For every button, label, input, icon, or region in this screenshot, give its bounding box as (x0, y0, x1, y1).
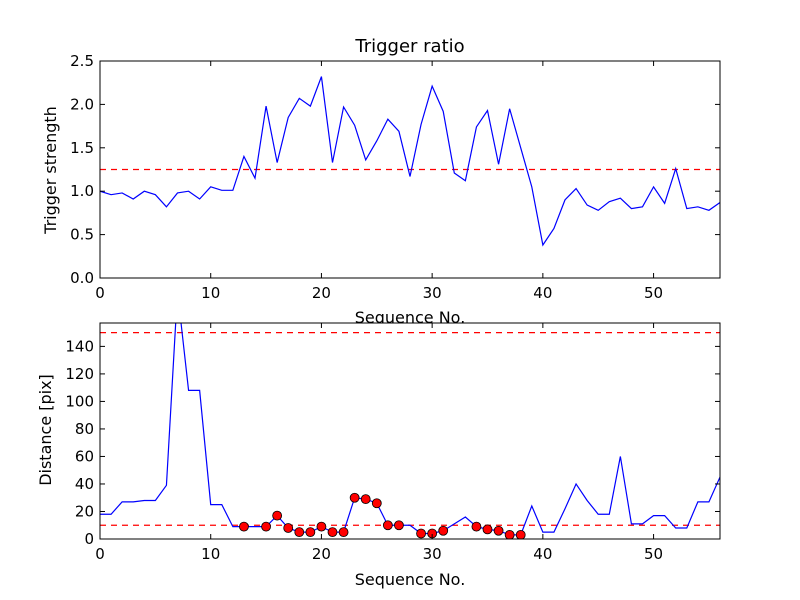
top-x-axis-label: Sequence No. (355, 308, 466, 327)
bottom-x-axis-label: Sequence No. (355, 570, 466, 589)
top-y-tick-label: 0.0 (70, 269, 94, 287)
top-x-tick-label: 0 (95, 284, 105, 302)
bottom-marker-point (382, 520, 393, 531)
top-y-tick-label: 0.5 (70, 226, 94, 244)
bottom-marker-point (438, 525, 449, 536)
bottom-x-ticks: 0 10 20 30 40 50 (95, 323, 663, 563)
top-x-tick-label: 50 (644, 284, 663, 302)
bottom-marker-point (515, 529, 526, 539)
bottom-marker-point (504, 529, 515, 539)
bottom-y-tick-label: 20 (75, 502, 94, 520)
bottom-marker-point (360, 494, 371, 505)
bottom-marker-point (371, 498, 382, 509)
bottom-y-ticks: 0 20 40 60 80 100 120 140 (65, 337, 720, 548)
bottom-x-tick-label: 50 (644, 545, 663, 563)
bottom-y-tick-label: 60 (75, 447, 94, 465)
top-chart: Trigger ratio 0 10 20 30 40 50 0.0 0.5 1.0 1.5 2.… (41, 36, 721, 327)
top-chart-title: Trigger ratio (354, 36, 464, 57)
bottom-y-tick-label: 80 (75, 420, 94, 438)
bottom-marker-point (338, 527, 349, 538)
bottom-y-tick-label: 40 (75, 475, 94, 493)
top-y-axis-label: Trigger strength (41, 106, 60, 235)
top-y-tick-label: 2.0 (70, 95, 94, 113)
top-y-ticks: 0.0 0.5 1.0 1.5 2.0 2.5 (70, 52, 720, 287)
bottom-plot-frame (99, 322, 721, 540)
bottom-y-tick-label: 0 (84, 530, 94, 548)
top-y-tick-label: 1.0 (70, 182, 94, 200)
top-plot-frame (99, 60, 721, 279)
top-series-line (100, 76, 720, 247)
bottom-y-tick-label: 120 (65, 365, 94, 383)
top-y-tick-label: 2.5 (70, 52, 94, 70)
bottom-plot-background (100, 323, 720, 539)
bottom-x-tick-label: 40 (533, 545, 552, 563)
bottom-y-tick-label: 140 (65, 337, 94, 355)
top-series-group (100, 76, 720, 247)
bottom-marker-point (305, 527, 316, 538)
bottom-marker-point (416, 528, 426, 539)
bottom-chart: 0 10 20 30 40 50 0 20 40 60 80 100 120 140 Sequence … (36, 322, 721, 589)
top-x-tick-label: 10 (201, 284, 220, 302)
top-y-tick-label: 1.5 (70, 139, 94, 157)
bottom-marker-point (349, 492, 360, 503)
bottom-y-axis-label: Distance [pix] (36, 374, 55, 486)
bottom-y-tick-label: 100 (65, 392, 94, 410)
top-x-tick-label: 30 (423, 284, 442, 302)
bottom-marker-point (261, 521, 271, 532)
top-x-tick-label: 40 (533, 284, 552, 302)
bottom-x-tick-label: 0 (95, 545, 105, 563)
bottom-marker-point (316, 521, 327, 532)
bottom-marker-point (272, 510, 283, 521)
bottom-x-tick-label: 30 (423, 545, 442, 563)
bottom-marker-point (294, 527, 305, 538)
top-x-tick-label: 20 (312, 284, 331, 302)
bottom-marker-point (394, 520, 404, 531)
bottom-marker-point (471, 521, 482, 532)
bottom-marker-point (482, 524, 493, 535)
bottom-x-tick-label: 10 (201, 545, 220, 563)
bottom-marker-point (239, 521, 249, 532)
bottom-marker-point (327, 527, 338, 538)
bottom-series-line (100, 323, 720, 536)
bottom-x-tick-label: 20 (312, 545, 331, 563)
top-x-ticks: 0 10 20 30 40 50 (95, 61, 663, 302)
bottom-marker-point (283, 523, 294, 533)
bottom-marker-point (493, 525, 504, 536)
bottom-series-group (100, 323, 720, 539)
